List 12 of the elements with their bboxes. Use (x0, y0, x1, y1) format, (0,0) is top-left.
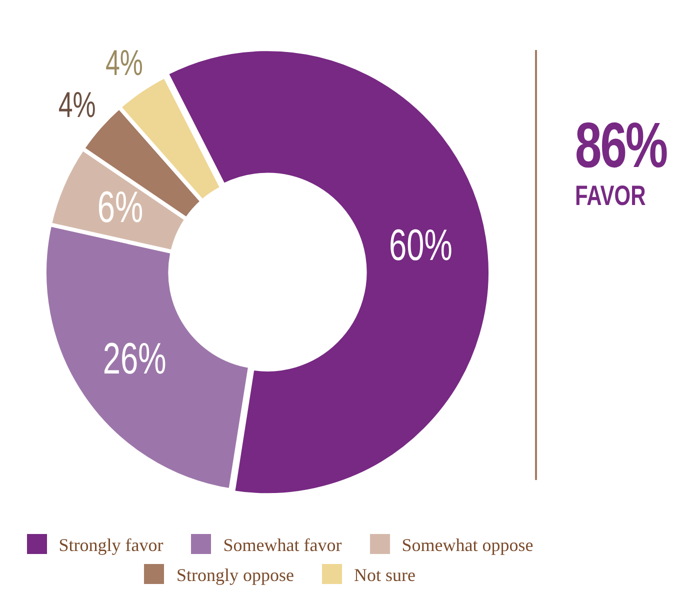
data-label: 6% (97, 183, 144, 232)
data-label: 26% (102, 334, 166, 384)
legend-label: Somewhat oppose (400, 534, 534, 556)
legend-label: Somewhat favor (222, 534, 342, 556)
data-label: 4% (105, 43, 143, 84)
legend-label: Strongly oppose (175, 564, 294, 586)
legend-label: Not sure (353, 564, 416, 586)
data-label: 60% (389, 220, 452, 270)
text: 86% (575, 109, 667, 181)
legend-label: Strongly favor (58, 534, 164, 556)
text: FAVOR (575, 180, 647, 212)
data-label: 4% (58, 84, 96, 125)
